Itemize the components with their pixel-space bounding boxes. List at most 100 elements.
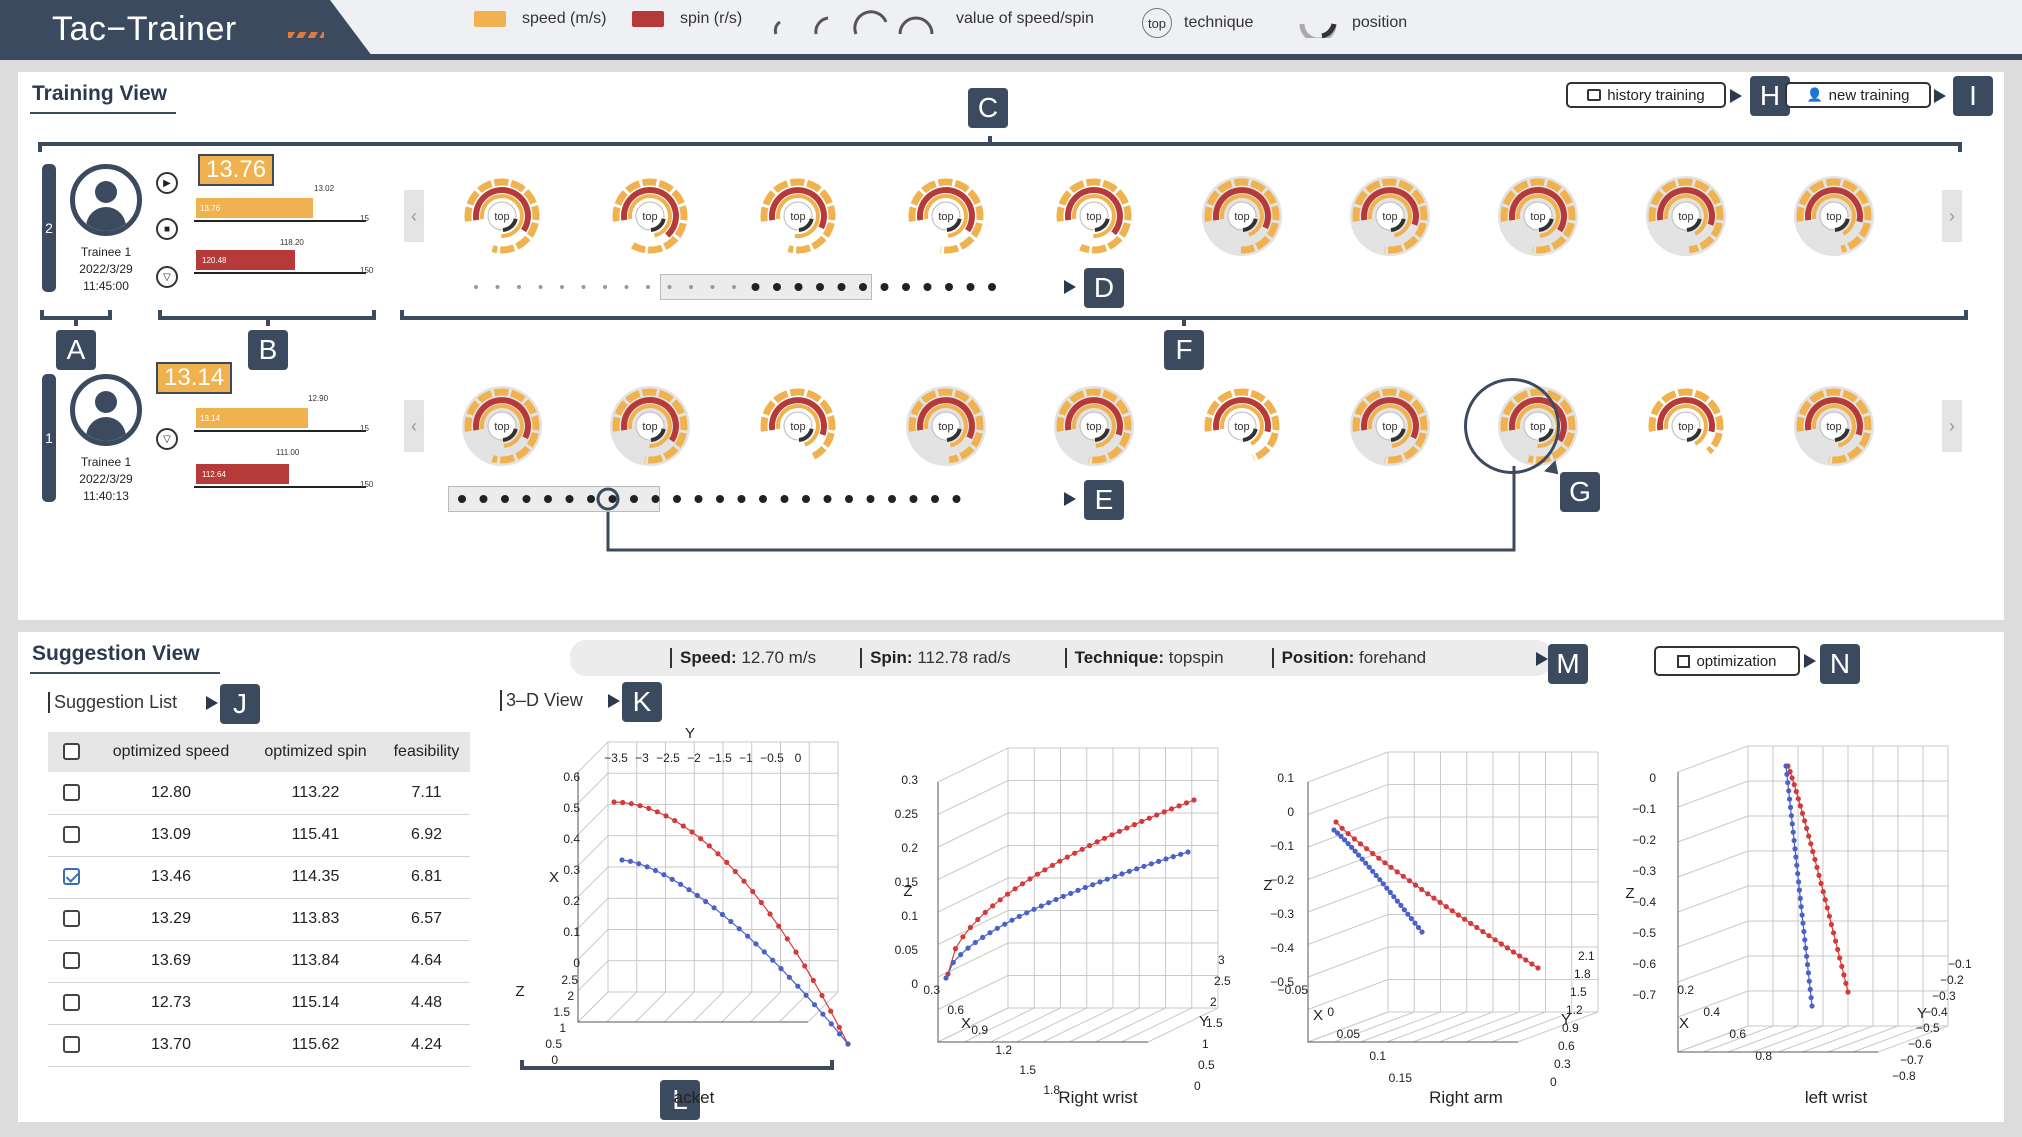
timeline-dot[interactable] xyxy=(474,285,478,289)
timeline-dot[interactable] xyxy=(823,495,832,503)
timeline-dot[interactable] xyxy=(479,495,488,503)
col-feasibility-header[interactable]: feasibility xyxy=(383,732,470,772)
stroke-glyph[interactable]: top xyxy=(457,171,547,261)
timeline-dot[interactable] xyxy=(565,495,574,503)
table-row[interactable]: 13.69 113.84 4.64 xyxy=(48,940,470,983)
new-training-button[interactable]: 👤 new training xyxy=(1785,82,1931,108)
timeline-dot[interactable] xyxy=(794,283,803,291)
timeline-dot[interactable] xyxy=(458,495,466,503)
timeline-dot[interactable] xyxy=(716,495,724,503)
table-row[interactable]: 13.46 114.35 6.81 xyxy=(48,856,470,899)
timeline-window[interactable] xyxy=(448,486,660,512)
timeline-dot[interactable] xyxy=(931,495,939,503)
optimization-button[interactable]: optimization xyxy=(1654,646,1800,676)
timeline-dot[interactable] xyxy=(909,495,918,503)
stroke-glyph[interactable]: top xyxy=(1789,171,1879,261)
row-checkbox[interactable] xyxy=(62,910,80,928)
row-checkbox-cell[interactable] xyxy=(48,856,94,899)
timeline-dot[interactable] xyxy=(608,495,617,503)
table-row[interactable]: 13.09 115.41 6.92 xyxy=(48,814,470,857)
timeline-dot[interactable] xyxy=(603,285,607,289)
avatar[interactable] xyxy=(70,164,142,236)
timeline-dot[interactable] xyxy=(538,285,543,289)
timeline-dot[interactable] xyxy=(710,285,715,289)
timeline-dot[interactable] xyxy=(544,495,552,503)
stroke-glyph[interactable]: top xyxy=(605,171,695,261)
col-speed-header[interactable]: optimized speed xyxy=(94,732,248,772)
timeline-dot[interactable] xyxy=(737,495,746,503)
timeline-dot[interactable] xyxy=(923,283,932,291)
stroke-glyph[interactable]: top xyxy=(1641,171,1731,261)
stop-button[interactable]: ■ xyxy=(156,218,178,240)
timeline-dot[interactable] xyxy=(501,495,509,503)
timeline-dot[interactable] xyxy=(517,285,521,289)
timeline-dot[interactable] xyxy=(866,495,875,503)
filter-button[interactable]: ▽ xyxy=(156,266,178,288)
row-checkbox-cell[interactable] xyxy=(48,982,94,1025)
avatar[interactable] xyxy=(70,374,142,446)
stroke-glyph[interactable]: top xyxy=(753,381,843,471)
filter-button[interactable]: ▽ xyxy=(156,428,178,450)
selected-stroke-marker[interactable] xyxy=(596,487,620,511)
stroke-glyph[interactable]: top xyxy=(457,381,547,471)
timeline-dot[interactable] xyxy=(802,495,810,503)
row-checkbox-cell[interactable] xyxy=(48,772,94,815)
timeline-dot[interactable] xyxy=(952,495,961,503)
timeline-dot[interactable] xyxy=(988,283,996,291)
timeline-dot[interactable] xyxy=(694,495,703,503)
timeline-dot[interactable] xyxy=(495,285,500,289)
scroll-right-button[interactable]: › xyxy=(1942,190,1962,242)
timeline-dot[interactable] xyxy=(522,495,531,503)
timeline-dot[interactable] xyxy=(816,283,824,291)
play-button[interactable]: ▶ xyxy=(156,172,178,194)
table-row[interactable]: 13.29 113.83 6.57 xyxy=(48,898,470,941)
row-checkbox-cell[interactable] xyxy=(48,940,94,983)
timeline-dot[interactable] xyxy=(689,285,693,289)
row-checkbox[interactable] xyxy=(62,826,80,844)
timeline-dot[interactable] xyxy=(751,283,760,291)
timeline-dot[interactable] xyxy=(773,283,781,291)
stroke-glyph[interactable]: top xyxy=(1049,381,1139,471)
timeline-dot[interactable] xyxy=(624,285,629,289)
stroke-glyph[interactable]: top xyxy=(901,381,991,471)
timeline-dot[interactable] xyxy=(966,283,975,291)
timeline-dot[interactable] xyxy=(630,495,638,503)
stroke-glyph[interactable]: top xyxy=(753,171,843,261)
scroll-right-button[interactable]: › xyxy=(1942,400,1962,452)
timeline-dot[interactable] xyxy=(837,283,846,291)
timeline-dots[interactable] xyxy=(18,72,2004,620)
timeline-dot[interactable] xyxy=(859,283,867,291)
select-all-checkbox[interactable] xyxy=(62,743,80,761)
row-checkbox-cell[interactable] xyxy=(48,898,94,941)
row-checkbox-cell[interactable] xyxy=(48,1024,94,1067)
timeline-dot[interactable] xyxy=(945,283,953,291)
stroke-glyph[interactable]: top xyxy=(1345,171,1435,261)
scroll-left-button[interactable]: ‹ xyxy=(404,400,424,452)
scroll-left-button[interactable]: ‹ xyxy=(404,190,424,242)
timeline-dot[interactable] xyxy=(780,495,789,503)
timeline-dot[interactable] xyxy=(732,285,736,289)
timeline-dot[interactable] xyxy=(587,495,595,503)
row-checkbox[interactable] xyxy=(62,868,80,886)
timeline-dot[interactable] xyxy=(560,285,564,289)
row-checkbox-cell[interactable] xyxy=(48,814,94,857)
timeline-dot[interactable] xyxy=(581,285,586,289)
timeline-dot[interactable] xyxy=(667,285,672,289)
table-row[interactable]: 13.70 115.62 4.24 xyxy=(48,1024,470,1067)
stroke-glyph[interactable]: top xyxy=(901,171,991,261)
row-checkbox[interactable] xyxy=(62,994,80,1012)
stroke-glyph[interactable]: top xyxy=(1641,381,1731,471)
stroke-glyph[interactable]: top xyxy=(1493,171,1583,261)
history-training-button[interactable]: history training xyxy=(1566,82,1726,108)
timeline-dot[interactable] xyxy=(880,283,889,291)
stroke-glyph[interactable]: top xyxy=(1197,381,1287,471)
stroke-glyph[interactable]: top xyxy=(1345,381,1435,471)
row-checkbox[interactable] xyxy=(62,1036,80,1054)
select-all-cell[interactable] xyxy=(48,732,94,772)
timeline-dot[interactable] xyxy=(759,495,767,503)
timeline-dot[interactable] xyxy=(646,285,650,289)
stroke-glyph[interactable]: top xyxy=(1049,171,1139,261)
timeline-dot[interactable] xyxy=(651,495,660,503)
timeline-window[interactable] xyxy=(660,274,872,300)
col-spin-header[interactable]: optimized spin xyxy=(247,732,384,772)
